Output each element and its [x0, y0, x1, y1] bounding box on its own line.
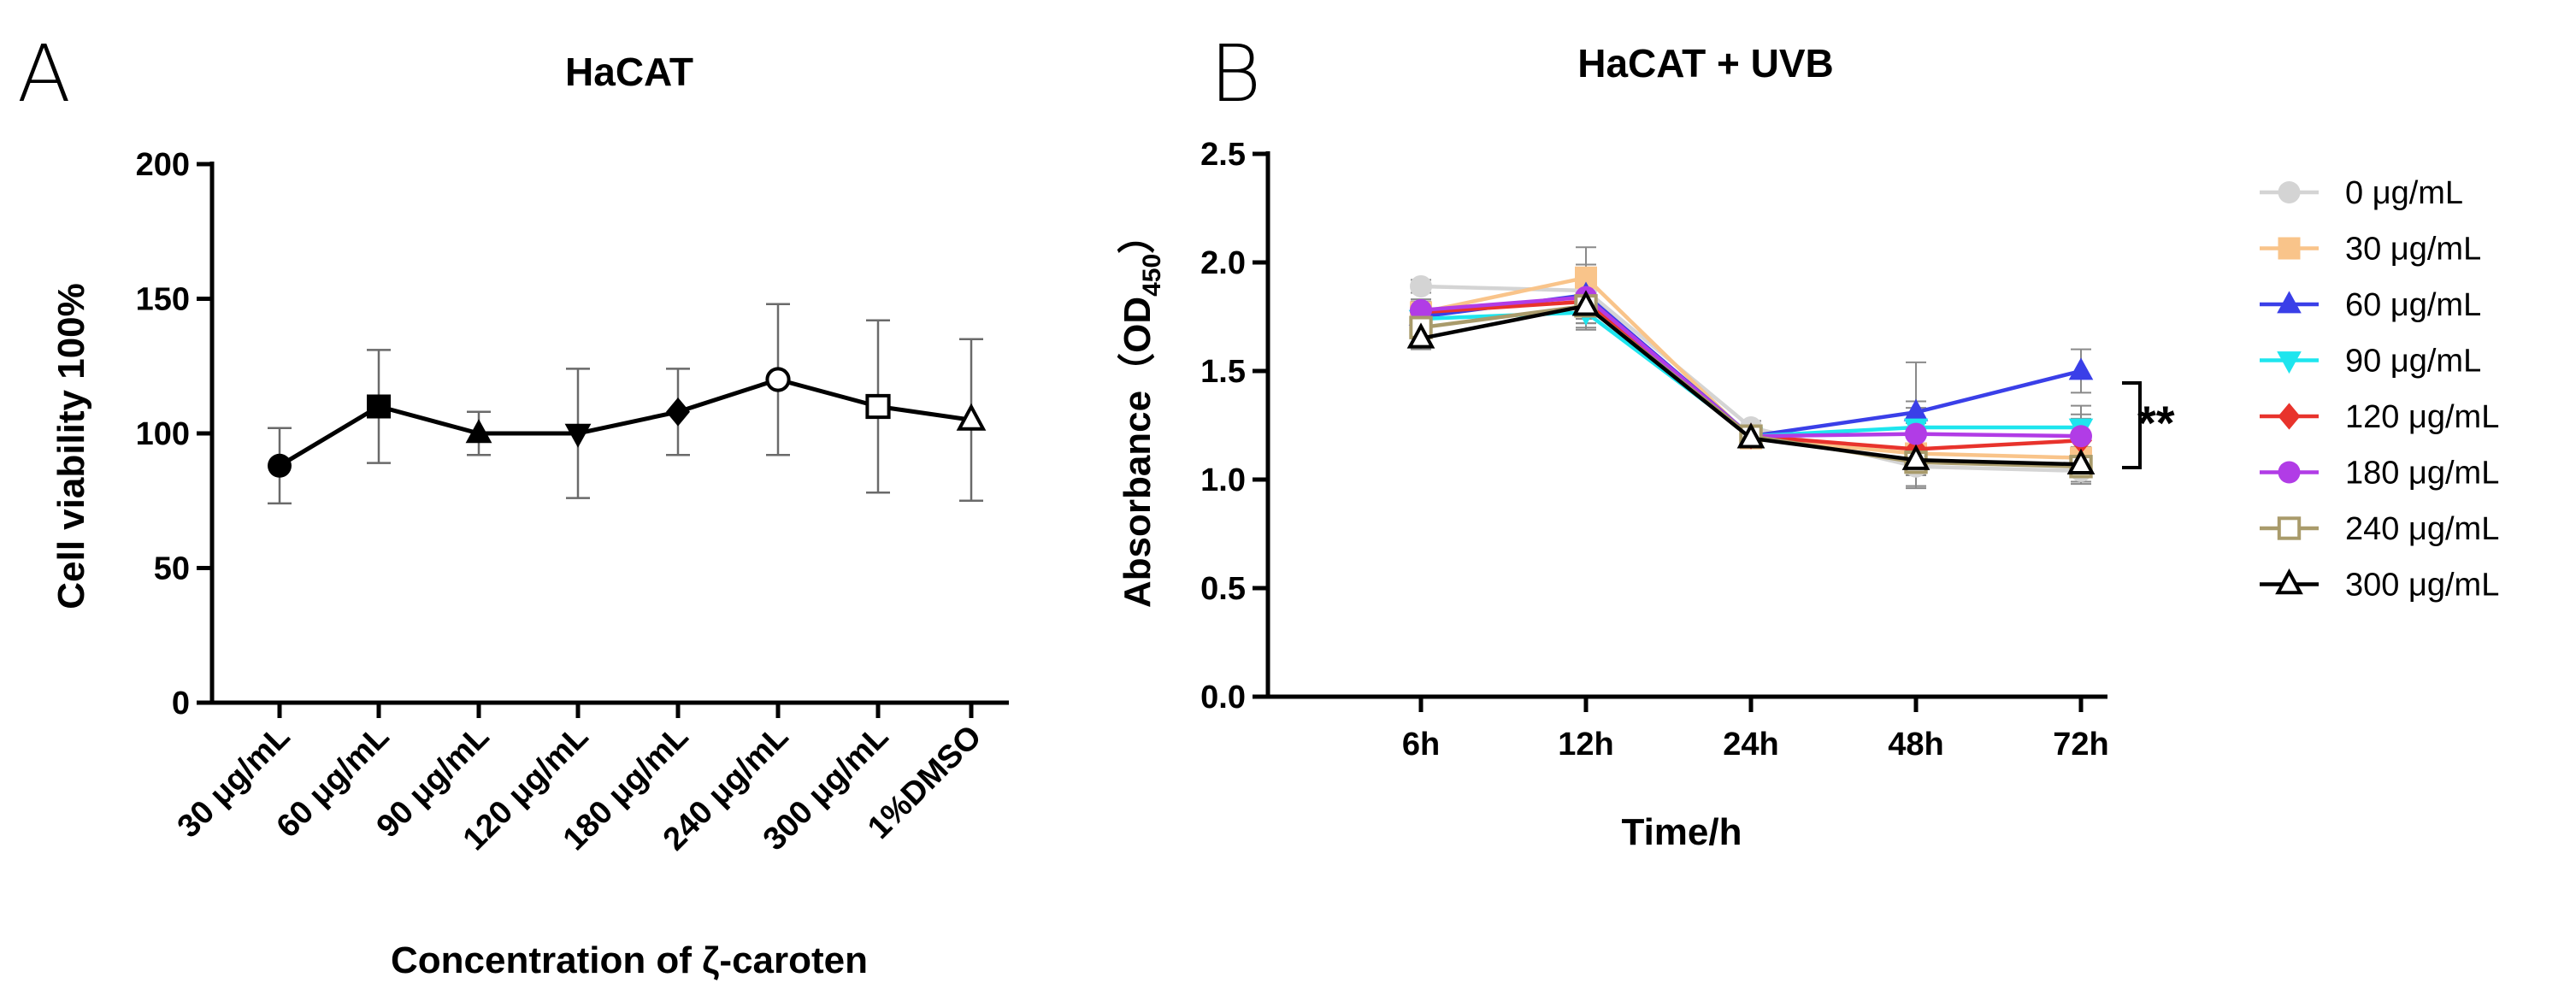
legend-marker [2275, 568, 2303, 595]
legend-label: 30 μg/mL [2345, 232, 2481, 268]
chart-b-y-tick-label: 1.5 [1200, 354, 1246, 390]
chart-b-y-axis-title-main: Absorbance（OD [1117, 297, 1158, 608]
legend-marker [2278, 181, 2301, 203]
chart-b-point [1905, 422, 1927, 445]
legend-marker [2277, 291, 2302, 314]
significance-bracket [2122, 381, 2142, 469]
chart-a-x-axis-title: Concentration of ζ-caroten [391, 939, 868, 981]
panel-letter-b: B [1210, 28, 1261, 120]
chart-a-y-tick-label: 150 [136, 282, 190, 318]
chart-b-x-tick-label: 24h [1723, 727, 1778, 763]
chart-b-x-tick-label: 72h [2053, 727, 2108, 763]
panel-letter-a: A [17, 28, 71, 120]
chart-b-y-tick-label: 1.0 [1200, 462, 1246, 498]
chart-a-point [956, 403, 987, 431]
chart-b-point [1901, 444, 1931, 470]
chart-a-y-axis-title: Cell viability 100% [50, 283, 92, 609]
chart-a-point [268, 453, 292, 478]
legend-marker [2278, 403, 2301, 430]
chart-b-point [1736, 422, 1765, 449]
chart-a: HaCAT Concentration of ζ-caroten Cell vi… [50, 50, 1009, 981]
chart-a-title: HaCAT [565, 50, 693, 94]
chart-a-point [564, 423, 592, 448]
legend-marker [2277, 351, 2302, 374]
chart-b-x-tick-label: 12h [1558, 727, 1613, 763]
chart-b-point [1903, 398, 1929, 421]
significance-label: ** [2137, 396, 2175, 450]
legend-label: 0 μg/mL [2345, 175, 2463, 211]
chart-a-y-tick-label: 200 [136, 147, 190, 183]
chart-b-x-axis-title: Time/h [1621, 811, 1742, 853]
legend-label: 60 μg/mL [2345, 287, 2481, 323]
chart-a-y-tick-label: 0 [172, 686, 190, 721]
chart-b-y-tick-label: 0.0 [1200, 680, 1246, 715]
legend-label: 300 μg/mL [2345, 568, 2499, 604]
chart-a-y-tick-label: 100 [136, 416, 190, 452]
chart-b-point [1571, 290, 1600, 316]
chart-a-point [765, 367, 791, 392]
chart-b-point [1410, 298, 1432, 321]
chart-b-point [2070, 425, 2092, 448]
legend-marker [2277, 516, 2302, 540]
chart-a-point [666, 397, 690, 427]
chart-b-x-tick-label: 6h [1402, 727, 1440, 763]
legend-label: 120 μg/mL [2345, 399, 2499, 435]
chart-b-y-axis-title-subscript: 450 [1138, 254, 1166, 297]
legend-label: 90 μg/mL [2345, 344, 2481, 380]
chart-a-point [465, 419, 492, 444]
legend-marker [2278, 461, 2301, 484]
chart-a-point [367, 394, 391, 419]
chart-a-series-line [278, 377, 972, 468]
chart-b-y-tick-label: 2.0 [1200, 245, 1246, 281]
chart-b-y-tick-label: 0.5 [1200, 571, 1246, 607]
chart-a-y-tick-label: 50 [154, 551, 190, 587]
chart-b-y-axis-title: Absorbance（OD450） [1117, 216, 1166, 608]
chart-b: HaCAT + UVB Time/h Absorbance（OD450） ** … [1117, 41, 2499, 853]
chart-b-y-axis-title-end: ） [1117, 216, 1158, 254]
chart-b-x-tick-label: 48h [1888, 727, 1943, 763]
chart-a-point [865, 393, 891, 420]
chart-b-point [2068, 357, 2094, 380]
chart-b-point [1406, 322, 1435, 349]
legend-label: 180 μg/mL [2345, 456, 2499, 492]
chart-b-point [2066, 448, 2096, 474]
chart-b-point [1410, 274, 1432, 297]
chart-b-y-tick-label: 2.5 [1200, 137, 1246, 173]
legend-marker [2278, 237, 2301, 260]
chart-b-title: HaCAT + UVB [1577, 41, 1833, 85]
legend-label: 240 μg/mL [2345, 511, 2499, 547]
